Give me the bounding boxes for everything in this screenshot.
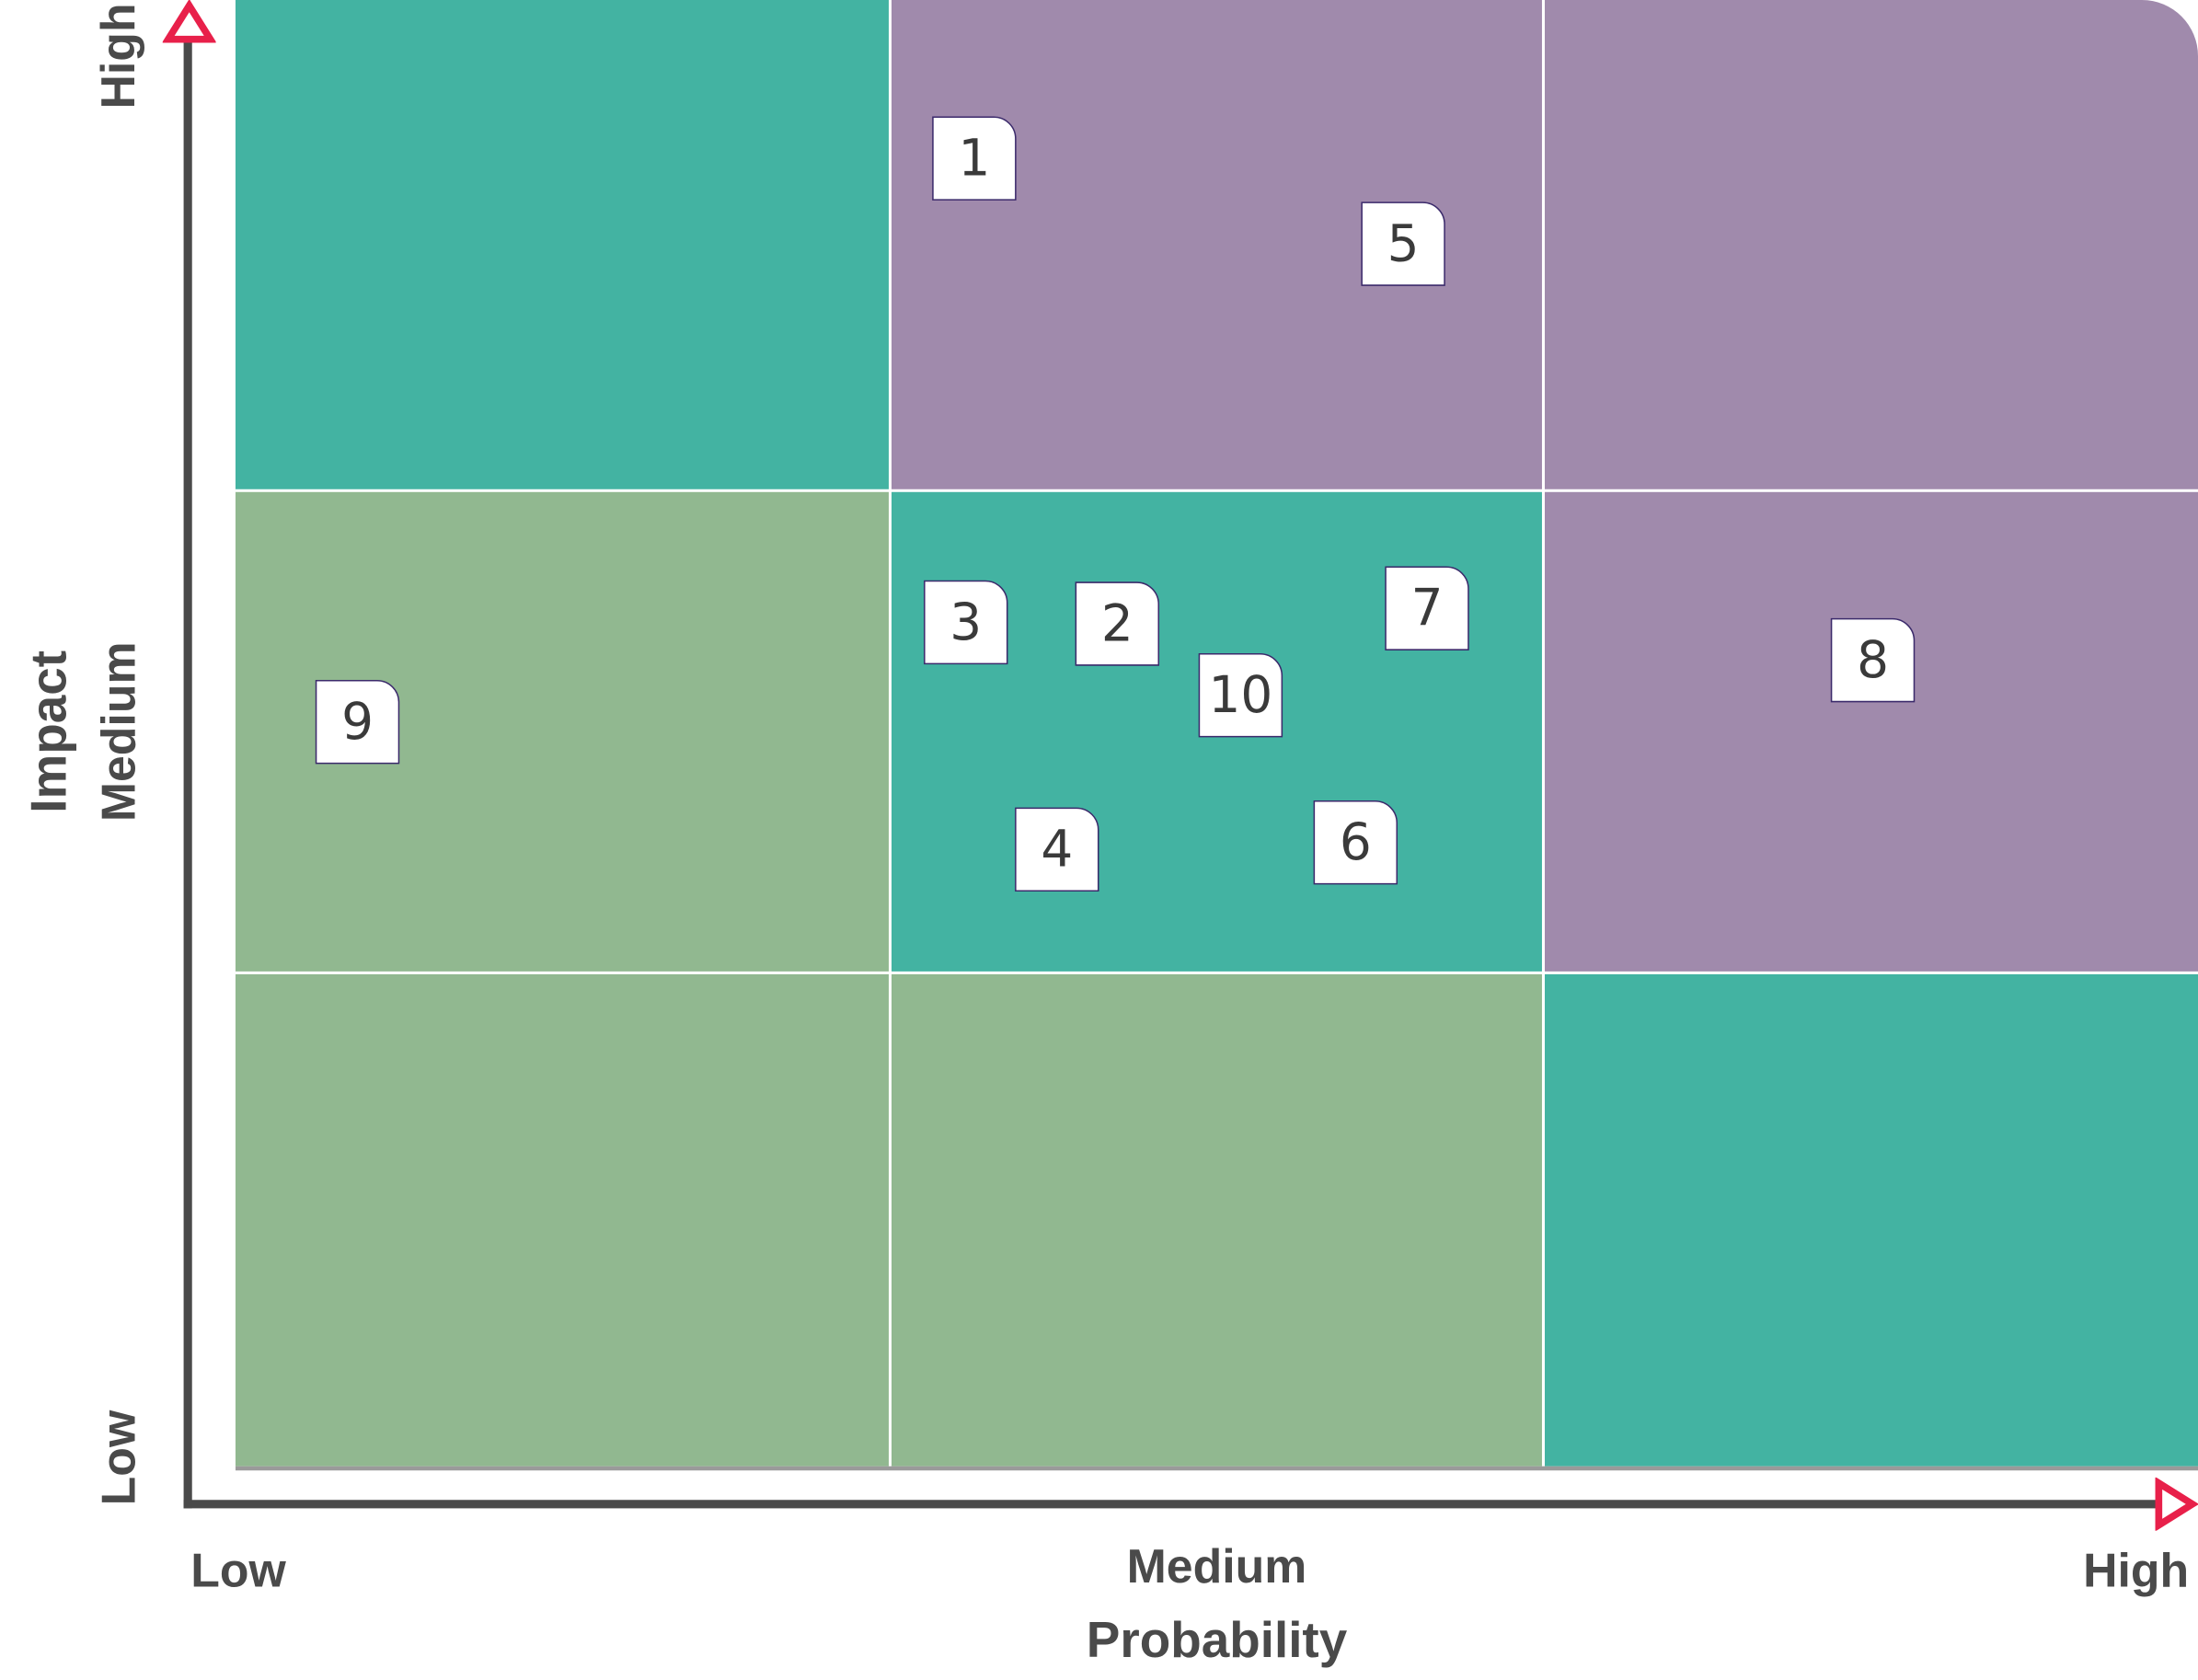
risk-marker[interactable]: 6 (1313, 800, 1398, 885)
cell-low-impact-low-probability (235, 972, 891, 1467)
risk-marker-label: 6 (1339, 813, 1372, 871)
risk-marker-label: 3 (949, 593, 983, 651)
grid-line-vertical (1541, 0, 1546, 1467)
risk-marker[interactable]: 10 (1198, 652, 1283, 738)
y-axis-line (183, 33, 192, 1509)
risk-marker[interactable]: 5 (1361, 201, 1445, 286)
risk-marker-label: 8 (1857, 631, 1889, 689)
risk-marker[interactable]: 2 (1075, 581, 1160, 666)
x-axis-arrow-icon (2155, 1477, 2198, 1531)
risk-marker[interactable]: 4 (1015, 807, 1099, 892)
y-axis-title: Impact (19, 650, 77, 813)
y-axis-low-label-wrap: Low (70, 1402, 168, 1514)
risk-marker-label: 1 (958, 129, 991, 188)
cell-high-impact-high-probability (1545, 0, 2198, 491)
x-axis-low-label: Low (190, 1545, 286, 1598)
risk-marker[interactable]: 9 (315, 679, 400, 765)
risk-marker-label: 9 (341, 693, 374, 751)
risk-marker[interactable]: 3 (924, 580, 1008, 665)
grid-line-horizontal (235, 971, 2198, 974)
x-axis-line (183, 1500, 2160, 1509)
risk-marker[interactable]: 7 (1385, 566, 1469, 650)
risk-marker-label: 10 (1208, 666, 1273, 724)
cell-high-impact-medium-probability (890, 0, 1546, 491)
risk-marker-label: 5 (1387, 214, 1420, 273)
y-axis-high-label-wrap: High (70, 0, 168, 112)
risk-marker-label: 7 (1410, 580, 1444, 638)
cell-low-impact-high-probability (1545, 972, 2198, 1467)
grid-line-horizontal (235, 489, 2198, 492)
x-axis-medium-label: Medium (1126, 1540, 1307, 1594)
y-axis-low-label: Low (92, 1410, 146, 1506)
cell-medium-impact-high-probability (1545, 490, 2198, 973)
x-axis-title-wrap: Probability (1049, 1614, 1386, 1665)
risk-marker-label: 2 (1100, 594, 1134, 653)
x-axis-medium-label-wrap: Medium (1076, 1543, 1357, 1591)
y-axis-high-label: High (92, 3, 146, 109)
grid-line-vertical (888, 0, 892, 1467)
matrix-bottom-border (235, 1466, 2198, 1471)
risk-marker[interactable]: 8 (1830, 617, 1916, 703)
risk-marker[interactable]: 1 (932, 116, 1017, 201)
cell-high-impact-low-probability (235, 0, 891, 491)
y-axis-title-wrap: Impact (0, 640, 140, 823)
x-axis-high-label: High (2083, 1545, 2190, 1598)
risk-marker-label: 4 (1041, 821, 1074, 879)
x-axis-title: Probability (1086, 1610, 1348, 1669)
y-axis-arrow-icon (162, 0, 216, 43)
cell-low-impact-medium-probability (890, 972, 1546, 1467)
